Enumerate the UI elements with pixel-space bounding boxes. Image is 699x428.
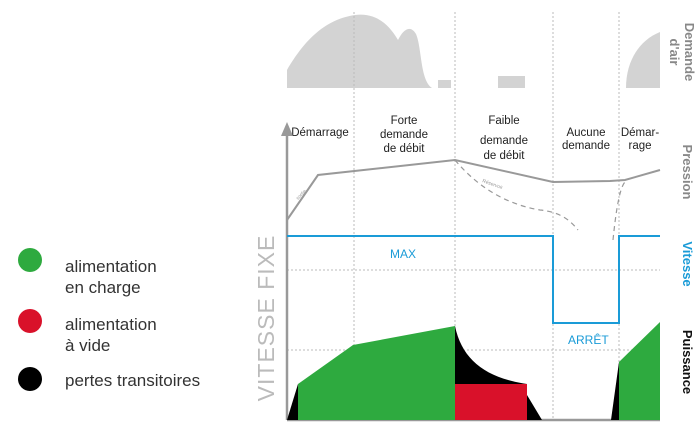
legend: alimentation en charge alimentation à vi… <box>18 248 200 391</box>
phase-label: Démarrage <box>291 127 349 139</box>
legend-label-line2: en charge <box>65 278 141 297</box>
phase-label: demande <box>562 140 610 152</box>
phase-label: Forte <box>391 115 418 127</box>
phase-label: demande <box>380 129 428 141</box>
legend-label-line1: alimentation <box>65 257 157 276</box>
legend-swatch-green <box>18 248 42 272</box>
speed-curve: MAX ARRÊT <box>287 235 660 347</box>
row-labels: Demande d'air Pression Vitesse Puissance <box>667 23 697 394</box>
air-demand-shape-4 <box>626 32 660 88</box>
y-axis-arrow <box>281 122 293 136</box>
legend-item-unloaded: alimentation à vide <box>18 309 157 355</box>
power-area <box>287 322 660 420</box>
y-axis-label: VITESSE FIXE <box>253 235 279 402</box>
phase-labels: Démarrage Forte demande de débit Faible … <box>291 115 659 162</box>
legend-label-line1: pertes transitoires <box>65 371 200 390</box>
legend-label-line2: à vide <box>65 336 110 355</box>
pressure-restart-dashed <box>612 180 627 241</box>
phase-label: de débit <box>384 143 426 155</box>
pressure-line <box>286 158 661 221</box>
pressure-drop-dashed <box>454 159 579 231</box>
speed-line <box>287 235 660 324</box>
pressure-label: Pression <box>680 145 695 200</box>
phase-label: demande <box>480 135 528 147</box>
phase-label: Aucune <box>566 127 605 139</box>
air-demand-label: d'air <box>667 39 682 66</box>
phase-label: Faible <box>488 115 519 127</box>
air-demand-label: Demande <box>682 23 697 82</box>
power-loaded-restart <box>619 322 660 420</box>
legend-swatch-black <box>18 367 42 391</box>
pressure-curve: sortie Réservoir <box>286 158 661 241</box>
legend-label-line1: alimentation <box>65 315 157 334</box>
speed-label: Vitesse <box>680 241 695 286</box>
air-demand-shape-2 <box>438 80 451 88</box>
legend-swatch-red <box>18 309 42 333</box>
power-transient-start <box>287 384 298 420</box>
power-transient-restart <box>611 362 619 420</box>
power-label: Puissance <box>680 330 695 394</box>
phase-label: rage <box>628 140 651 152</box>
legend-item-transient: pertes transitoires <box>18 367 200 391</box>
power-loaded <box>298 326 455 420</box>
speed-max-label: MAX <box>390 247 416 261</box>
power-unloaded <box>455 384 527 420</box>
air-demand-shape-3 <box>498 76 525 88</box>
phase-label: de débit <box>484 150 526 162</box>
legend-item-loaded: alimentation en charge <box>18 248 157 297</box>
pressure-drop-label: Réservoir <box>481 178 503 191</box>
air-demand-area <box>287 14 660 89</box>
air-demand-shape-1 <box>287 14 432 89</box>
phase-label: Démar- <box>621 127 660 139</box>
speed-stop-label: ARRÊT <box>568 332 609 347</box>
